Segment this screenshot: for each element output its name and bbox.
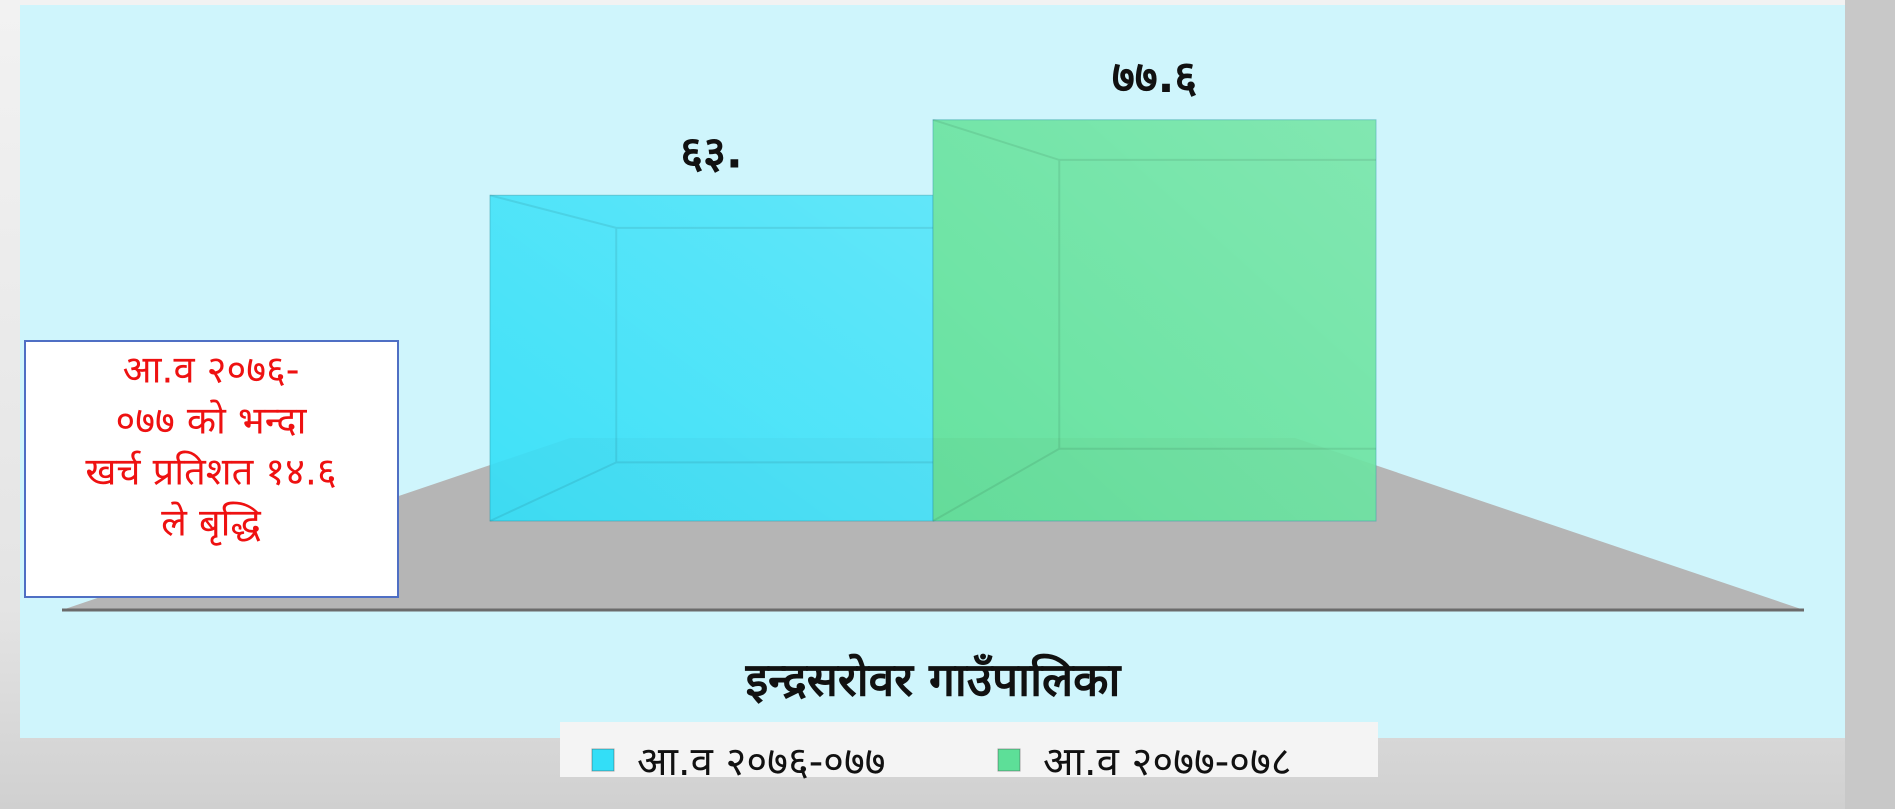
annotation: ०७७ को भन्दा [116, 399, 308, 443]
bar-shine [490, 195, 933, 522]
annotation: आ.व २०७६- [123, 348, 300, 392]
x-tick-label: इन्द्रसरोवर गाउँपालिका [745, 653, 1123, 707]
bar-edges [932, 118, 1376, 522]
bar-shine [933, 119, 1376, 522]
bar-edges [489, 194, 933, 522]
legend-label: आ.व २०७६-०७७ [637, 739, 886, 785]
annotation: खर्च प्रतिशत १४.६ [85, 450, 336, 494]
annotation: ले बृद्धि [161, 501, 261, 547]
data-label: ६३. [680, 127, 742, 178]
legend-swatch [997, 748, 1021, 772]
frame-shadow [1845, 0, 1895, 809]
data-label: ७७.६ [1112, 52, 1197, 103]
legend-label: आ.व २०७७-०७८ [1043, 739, 1292, 785]
legend-swatch [591, 748, 615, 772]
legend-box [560, 722, 1378, 777]
annotation-box [24, 340, 399, 598]
